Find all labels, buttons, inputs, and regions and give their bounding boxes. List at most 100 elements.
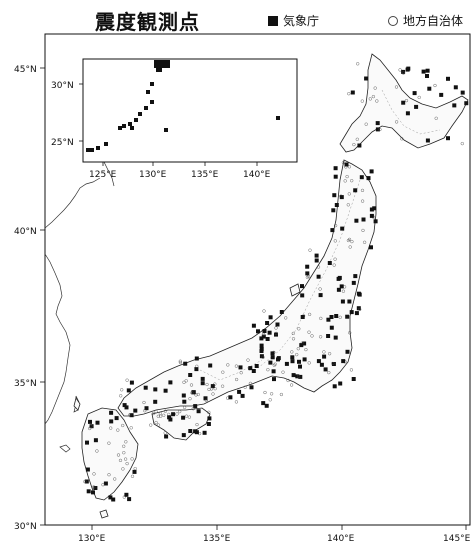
jma-station-marker — [341, 359, 346, 364]
jma-station-marker — [111, 497, 116, 502]
jma-station-marker — [144, 406, 149, 411]
jma-station-marker — [337, 275, 342, 280]
local-station-marker — [125, 378, 129, 382]
local-station-marker — [460, 142, 464, 146]
jma-station-marker — [340, 226, 345, 231]
lon-tick-145: 145°E — [443, 534, 471, 542]
local-station-marker — [371, 94, 375, 99]
jma-station-marker — [194, 367, 199, 372]
local-station-marker — [204, 398, 208, 402]
jma-station-marker — [316, 274, 321, 279]
local-station-marker — [356, 62, 360, 66]
jma-station-marker — [345, 349, 350, 354]
jma-station-marker — [86, 489, 91, 494]
local-station-marker — [234, 364, 238, 368]
local-station-marker — [284, 316, 288, 320]
local-station-marker — [178, 360, 182, 365]
local-station-marker — [274, 331, 278, 335]
local-station-marker — [122, 495, 126, 499]
jma-station-marker — [369, 245, 373, 250]
local-station-marker — [347, 92, 351, 96]
legend-local: 地方自治体 — [388, 12, 463, 29]
local-station-marker — [207, 410, 211, 414]
local-station-marker — [295, 353, 299, 357]
local-station-marker — [143, 409, 147, 413]
jma-station-marker — [202, 430, 207, 435]
local-station-marker — [133, 467, 137, 471]
local-station-marker — [308, 312, 312, 316]
jma-station-marker — [333, 174, 338, 179]
jma-station-marker — [330, 228, 335, 233]
jma-station-marker — [251, 323, 256, 328]
jma-station-marker — [276, 357, 280, 362]
jma-station-marker — [353, 188, 358, 193]
jma-station-marker — [351, 377, 356, 381]
legend-jma-label: 気象庁 — [283, 14, 320, 28]
local-station-marker — [378, 127, 382, 132]
jma-station-marker — [319, 362, 324, 367]
jma-station-marker — [237, 389, 242, 394]
jma-station-marker — [405, 111, 410, 116]
jma-station-marker — [168, 417, 173, 422]
jma-station-marker — [272, 377, 276, 382]
jma-station-marker — [206, 422, 211, 426]
local-station-marker — [331, 361, 335, 366]
local-station-marker — [291, 331, 295, 335]
jma-station-marker — [249, 385, 254, 390]
local-station-marker — [120, 388, 124, 392]
local-station-marker — [101, 483, 105, 487]
jma-station-marker — [359, 175, 364, 180]
local-station-marker — [178, 410, 182, 414]
local-station-marker — [350, 240, 354, 244]
jma-station-marker — [329, 325, 334, 330]
local-station-marker — [154, 421, 158, 425]
local-station-marker — [281, 370, 285, 374]
local-station-marker — [121, 467, 125, 471]
local-station-marker — [263, 390, 267, 395]
jma-station-marker — [265, 321, 270, 325]
local-station-marker — [182, 380, 186, 384]
jma-station-marker — [261, 401, 266, 406]
jma-station-marker — [191, 390, 196, 395]
jma-station-marker — [356, 291, 361, 296]
local-station-marker — [226, 363, 230, 367]
local-station-marker — [347, 192, 351, 196]
jma-station-marker — [188, 373, 193, 377]
local-station-marker — [373, 86, 377, 90]
jma-station-marker — [85, 467, 90, 472]
local-station-marker — [291, 337, 296, 341]
jma-station-marker — [305, 271, 310, 276]
local-station-marker — [163, 431, 167, 435]
local-station-marker — [364, 122, 368, 126]
jma-station-marker — [318, 293, 323, 298]
local-station-marker — [107, 473, 111, 477]
local-station-marker — [333, 239, 337, 243]
local-station-marker — [404, 98, 409, 103]
jma-station-marker — [265, 337, 270, 341]
jma-station-marker — [375, 127, 380, 132]
local-station-marker — [346, 238, 350, 243]
jma-station-marker — [332, 384, 337, 389]
jma-station-marker — [259, 343, 264, 348]
local-station-marker — [130, 474, 135, 478]
jma-station-marker — [248, 366, 253, 371]
local-station-marker — [221, 384, 225, 388]
local-station-marker — [360, 99, 364, 103]
inset-ticks — [79, 83, 258, 166]
jma-station-marker — [95, 420, 100, 425]
local-station-marker — [358, 307, 362, 311]
local-station-marker — [297, 327, 301, 331]
jma-station-marker — [238, 365, 243, 370]
local-station-marker — [130, 457, 134, 461]
jma-station-marker — [126, 388, 131, 393]
main-lat-ticks — [40, 67, 45, 526]
jma-station-marker — [373, 219, 378, 224]
jma-station-marker — [326, 317, 331, 322]
local-station-marker — [290, 350, 294, 354]
jma-station-marker — [361, 217, 366, 222]
local-station-marker — [205, 382, 209, 387]
local-station-marker — [307, 330, 311, 334]
main-map-frame — [44, 33, 471, 526]
jma-station-marker — [193, 404, 198, 409]
